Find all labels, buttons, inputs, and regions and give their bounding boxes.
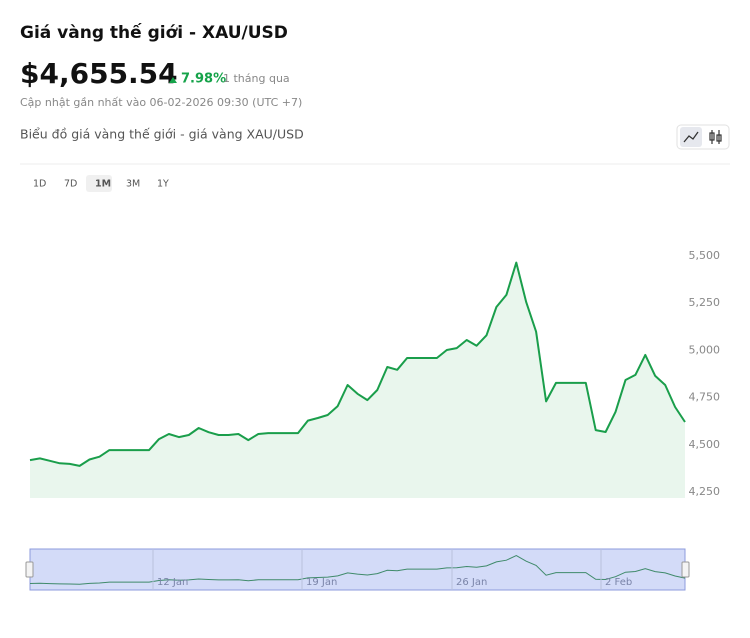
chart: 4,250 4,500 4,750 5,000 5,250 5,500 xyxy=(29,249,721,498)
range-button[interactable]: 1M xyxy=(95,179,111,190)
navigator-label: 19 Jan xyxy=(306,577,337,588)
navigator-content: 12 Jan 19 Jan 26 Jan 2 Feb xyxy=(29,549,686,590)
navigator[interactable] xyxy=(29,548,686,591)
navigator-label: 26 Jan xyxy=(456,577,487,588)
range-selected-bg xyxy=(86,175,112,192)
range-button[interactable]: 1D xyxy=(33,179,46,190)
candle-chart-button[interactable] xyxy=(709,130,722,144)
y-tick-label: 4,500 xyxy=(689,438,721,451)
y-tick-label: 5,500 xyxy=(689,249,721,262)
y-tick-label: 4,250 xyxy=(689,485,721,498)
navigator-label: 2 Feb xyxy=(605,577,632,588)
y-tick-label: 5,000 xyxy=(689,343,721,356)
navigator-label: 12 Jan xyxy=(157,577,188,588)
change: 7.98% xyxy=(181,72,226,87)
navigator-line xyxy=(29,555,686,585)
page-title: Giá vàng thế giới - XAU/USD xyxy=(20,22,288,43)
y-tick-label: 4,750 xyxy=(689,391,721,404)
navigator-handles[interactable] xyxy=(25,561,690,578)
updated: Cập nhật gần nhất vào 06-02-2026 09:30 (… xyxy=(20,96,302,109)
range-button[interactable]: 7D xyxy=(64,179,77,190)
change-period: 1 tháng qua xyxy=(223,72,290,85)
up-arrow xyxy=(169,77,177,83)
range-button[interactable]: 1Y xyxy=(157,179,169,190)
chart-title: Biểu đồ giá vàng thế giới - giá vàng XAU… xyxy=(20,127,304,142)
price: $4,655.54 xyxy=(20,57,178,90)
range-buttons: 1D 7D 1M 3M 1Y xyxy=(33,175,169,192)
range-button[interactable]: 3M xyxy=(126,179,140,190)
area xyxy=(30,262,685,498)
y-tick-label: 5,250 xyxy=(689,296,721,309)
price-line xyxy=(29,261,686,467)
line-icon xyxy=(683,131,699,143)
